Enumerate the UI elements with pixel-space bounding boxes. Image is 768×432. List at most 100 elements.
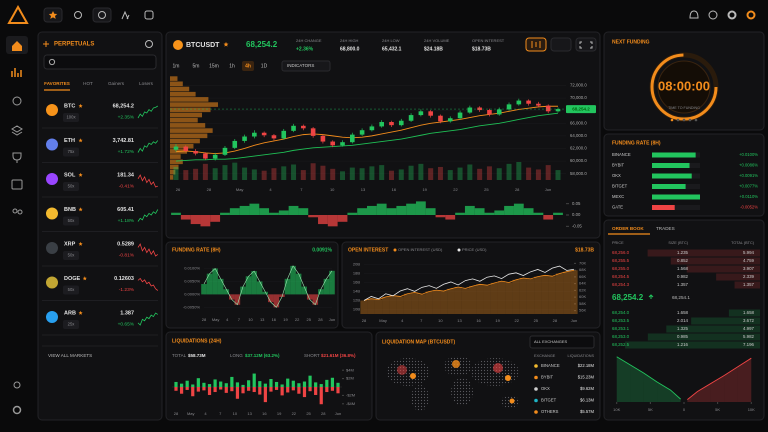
chart-button[interactable] xyxy=(121,10,130,20)
price: 68,255.0 xyxy=(612,266,630,271)
stat-value: $18.73B xyxy=(472,46,491,52)
x-tick-label: 25 xyxy=(534,318,539,323)
summary: LONG xyxy=(230,353,243,358)
dex-button[interactable] xyxy=(92,7,112,23)
nav-theme[interactable] xyxy=(13,381,21,389)
oi-area xyxy=(440,291,448,314)
candle-body xyxy=(389,122,394,126)
funding-area xyxy=(256,281,263,295)
candle-body xyxy=(350,134,355,143)
star-icon xyxy=(78,103,83,108)
funding-area xyxy=(318,289,324,295)
symbol: DOGE xyxy=(64,276,81,282)
volume-profile-bar xyxy=(170,107,211,113)
x-tick-label: 7 xyxy=(238,317,241,322)
liquidation-bar xyxy=(280,384,284,387)
view-all-link[interactable]: VIEW ALL MARKETS xyxy=(48,353,92,358)
nav-settings[interactable] xyxy=(12,405,22,415)
liquidation-value: $6.13M xyxy=(580,398,594,403)
depth-bar xyxy=(625,341,760,349)
candle-body xyxy=(369,126,375,131)
volume-bar xyxy=(320,165,326,180)
x-tick-label: 7 xyxy=(420,318,423,323)
y-tick-label: 60,000.0 xyxy=(570,158,587,163)
panel-menu[interactable] xyxy=(145,40,153,48)
hotspot xyxy=(410,373,416,379)
oi-area xyxy=(541,275,549,314)
liquidation-bar xyxy=(207,387,212,395)
top-bar xyxy=(7,4,756,24)
oi-area xyxy=(555,273,564,314)
timeframe[interactable]: 4h xyxy=(245,63,251,69)
oi-area xyxy=(534,276,542,314)
liquidation-bar xyxy=(263,383,267,387)
oscillator-bar xyxy=(523,208,534,215)
candle-body xyxy=(457,112,463,119)
y-tick-label: 16B xyxy=(353,280,360,285)
map-hotspots xyxy=(397,360,515,404)
x-tick-label: Jun xyxy=(545,187,551,192)
funding-area xyxy=(290,265,296,295)
liquidation-bar xyxy=(308,387,312,392)
timeframe[interactable]: 5m xyxy=(193,63,200,69)
fullscreen-button[interactable] xyxy=(575,37,597,52)
nav-rewards[interactable] xyxy=(12,152,22,163)
oi-area xyxy=(432,290,441,314)
nav-portfolio[interactable] xyxy=(12,96,22,106)
notifications-button[interactable] xyxy=(689,10,699,19)
funding-value: +0.0100% xyxy=(739,152,758,157)
media-button[interactable] xyxy=(144,10,154,20)
timeframe[interactable]: 1h xyxy=(229,63,235,69)
search-box[interactable] xyxy=(43,54,157,70)
layout-button[interactable] xyxy=(550,37,572,52)
liquidation-bar xyxy=(297,387,301,394)
timeframe[interactable]: 15m xyxy=(209,63,219,69)
account-button[interactable] xyxy=(746,10,756,20)
nav-markets[interactable] xyxy=(11,68,22,77)
hotspot xyxy=(452,360,460,368)
size: 2.014 xyxy=(677,318,689,323)
change: +1.72% xyxy=(118,149,135,155)
volume-profile-bar xyxy=(170,143,194,149)
globe-button[interactable] xyxy=(74,11,82,19)
oscillator-bar xyxy=(464,205,475,215)
funding-area xyxy=(273,294,280,308)
timeframe[interactable]: 1m xyxy=(173,63,180,69)
leverage-badge xyxy=(63,182,79,191)
candle-body xyxy=(310,128,316,136)
settings-button[interactable] xyxy=(727,10,737,20)
x-tick-label: 16 xyxy=(476,318,481,323)
mark-price: 68,254.1 xyxy=(672,295,690,300)
panel-title: OPEN INTEREST xyxy=(348,247,388,253)
funding-bar xyxy=(652,163,690,168)
nav-layers[interactable] xyxy=(11,125,23,136)
legend-swatch xyxy=(393,248,397,252)
nav-users[interactable] xyxy=(12,208,18,214)
nav-calendar[interactable] xyxy=(11,179,23,190)
exchange-dropdown[interactable] xyxy=(529,335,595,349)
oi-area xyxy=(461,288,469,314)
language-button[interactable] xyxy=(708,10,718,20)
indicators-button[interactable] xyxy=(281,60,331,72)
panel-title: PERPETUALS xyxy=(54,42,94,48)
x-tick-label: 19 xyxy=(495,318,500,323)
stat-label: OPEN INTEREST xyxy=(472,38,505,43)
y-tick-label: 70,000.0 xyxy=(570,95,587,100)
liquidation-bar xyxy=(314,387,318,395)
timeframe[interactable]: 1D xyxy=(261,63,268,69)
exchange: OTHERS xyxy=(541,409,559,414)
liquidation-bar xyxy=(258,387,262,395)
funding-bar xyxy=(652,184,686,189)
depth-bar xyxy=(647,333,760,341)
funding-area xyxy=(251,271,257,295)
tab: FAVORITES xyxy=(44,81,70,86)
current-value: $18.73B xyxy=(575,247,594,253)
funding-area xyxy=(295,273,302,295)
liquidation-bar xyxy=(302,381,307,387)
x-tick-label: 5K xyxy=(648,407,653,412)
liquidation-value: $9.62M xyxy=(580,386,594,391)
y-tick-label: -$2M xyxy=(346,392,355,397)
liquidation-value: $5.57M xyxy=(580,409,594,414)
volume-bar xyxy=(261,170,267,180)
timer-face xyxy=(657,60,711,114)
